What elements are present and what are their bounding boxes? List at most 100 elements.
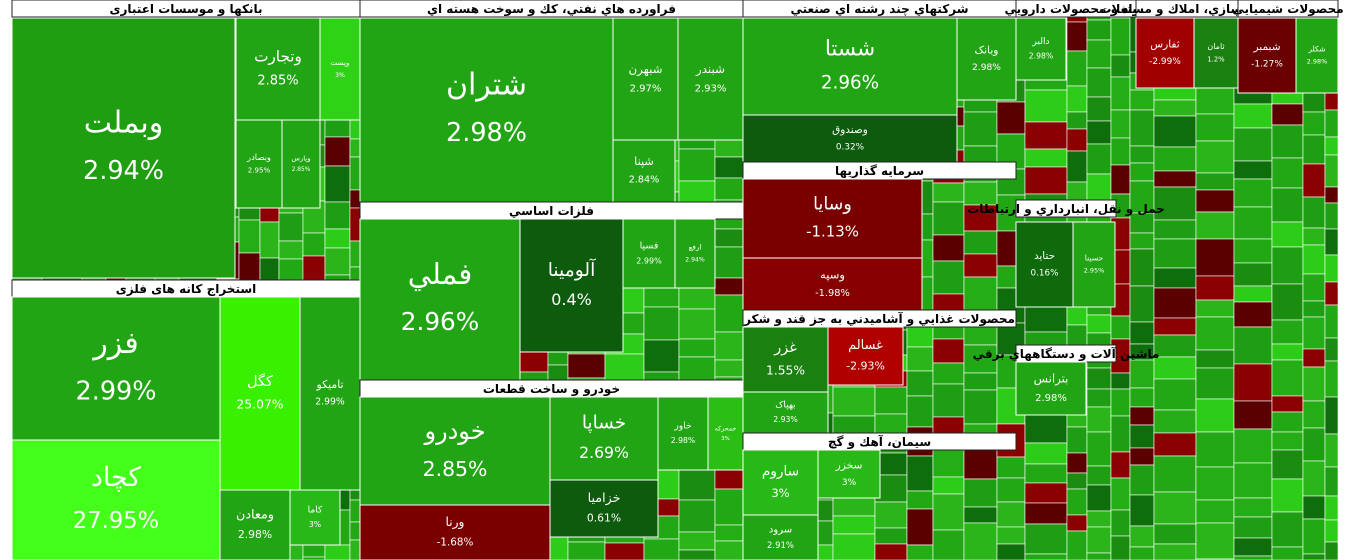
sector-title: مواد و محصولات دارويي [1005,2,1148,17]
filler-tile [259,257,280,281]
filler-tile [516,350,549,373]
filler-tile [1195,367,1235,400]
filler-tile [1110,76,1131,111]
filler-tile [1129,424,1155,449]
tile-value: 2.94% [83,156,164,186]
tile-value: 2.85% [423,457,488,481]
tile [359,218,521,381]
tile-name: وبصادر [246,152,271,162]
tile [1015,361,1087,416]
filler-tile [932,201,965,236]
filler-tile [1153,219,1197,240]
filler-tile [1233,400,1273,430]
tile-name: کاما [308,506,323,516]
tile-value: 2.99% [315,397,345,408]
sector-title: فراورده هاي نفتي، كك و سوخت هسته اي [427,2,676,17]
tile-value: 3% [335,72,345,79]
filler-tile [906,346,934,372]
filler-tile [678,338,716,358]
tile-value: 2.95% [1084,267,1105,275]
filler-tile [1195,349,1235,369]
filler-tile [1129,212,1155,234]
tile [1193,17,1239,89]
filler-tile [324,247,351,276]
filler-tile [1302,348,1326,368]
tile-value: 2.85% [292,167,311,173]
filler-tile [1271,511,1304,548]
tile-value: 2.96% [401,307,480,336]
filler-tile [1024,463,1068,484]
filler-tile [1024,523,1068,555]
tile-name: شبندر [695,62,725,77]
tile-name: ثامان [1207,42,1224,51]
filler-tile [1086,431,1112,467]
filler-tile [1086,510,1112,528]
filler-tile [1086,552,1112,560]
filler-tile [932,338,965,364]
tile-name: وصندوق [832,124,868,136]
tile-name: شبمبر [1252,41,1280,53]
tile-name: ارفع [689,243,702,252]
filler-tile [1110,164,1131,195]
tile [319,17,361,121]
filler-tile [1324,337,1339,362]
filler-tile [963,506,998,524]
tile [742,257,923,311]
filler-tile [1324,433,1339,468]
tile [707,396,744,471]
filler-tile [932,234,965,262]
tile-value: 3% [842,478,857,488]
filler-tile [1129,109,1155,147]
tile [1015,17,1067,81]
filler-tile [1271,221,1304,248]
filler-tile [963,276,998,311]
tile-value: 2.98% [238,528,272,541]
tile [742,514,819,560]
filler-tile [1195,431,1235,468]
filler-tile [1302,196,1326,229]
filler-tile [1129,359,1155,389]
filler-tile [963,253,998,278]
filler-tile [1153,267,1197,289]
filler-tile [932,260,965,295]
filler-tile [996,543,1026,560]
tile-name: خساپا [582,413,626,434]
filler-tile [604,542,645,560]
tile-name: خاور [673,422,691,432]
tile-value: 2.98% [1307,58,1328,66]
filler-tile [1066,85,1088,113]
filler-tile [996,501,1026,528]
tile [359,396,551,506]
tile-name: شستا [825,36,875,61]
filler-tile [874,386,908,415]
sector-title: خودرو و ساخت قطعات [483,382,620,397]
filler-tile [1110,315,1131,340]
filler-tile [1129,406,1155,426]
sector-title: محصولات غذايي و آشاميدني به جز قند و شكر [743,311,1015,327]
filler-tile [832,515,876,535]
tile-value: 27.95% [73,508,159,534]
tile [674,218,716,289]
tile-name: ثفارس [1150,39,1179,51]
tile-name: شبهرن [628,62,662,77]
tile-name: غسالم [848,338,883,353]
filler-tile [1086,484,1112,512]
tile-name: کگل [247,372,273,390]
filler-tile [932,493,965,531]
tile-name: تامیکو [315,378,343,391]
filler-tile [906,370,934,397]
filler-tile [1233,516,1273,539]
filler-tile [874,413,908,435]
tile [1237,17,1297,94]
filler-tile [1110,109,1131,139]
tile [742,178,923,259]
filler-tile [238,219,261,254]
filler-tile [678,549,716,560]
tile-name: وپست [330,58,349,67]
filler-tile [906,508,934,546]
tile-value: 2.98% [1035,393,1067,404]
tile-name: خزاميا [588,490,621,506]
sector-header [1015,199,1117,218]
filler-tile [1233,537,1273,557]
filler-tile [1153,334,1197,358]
